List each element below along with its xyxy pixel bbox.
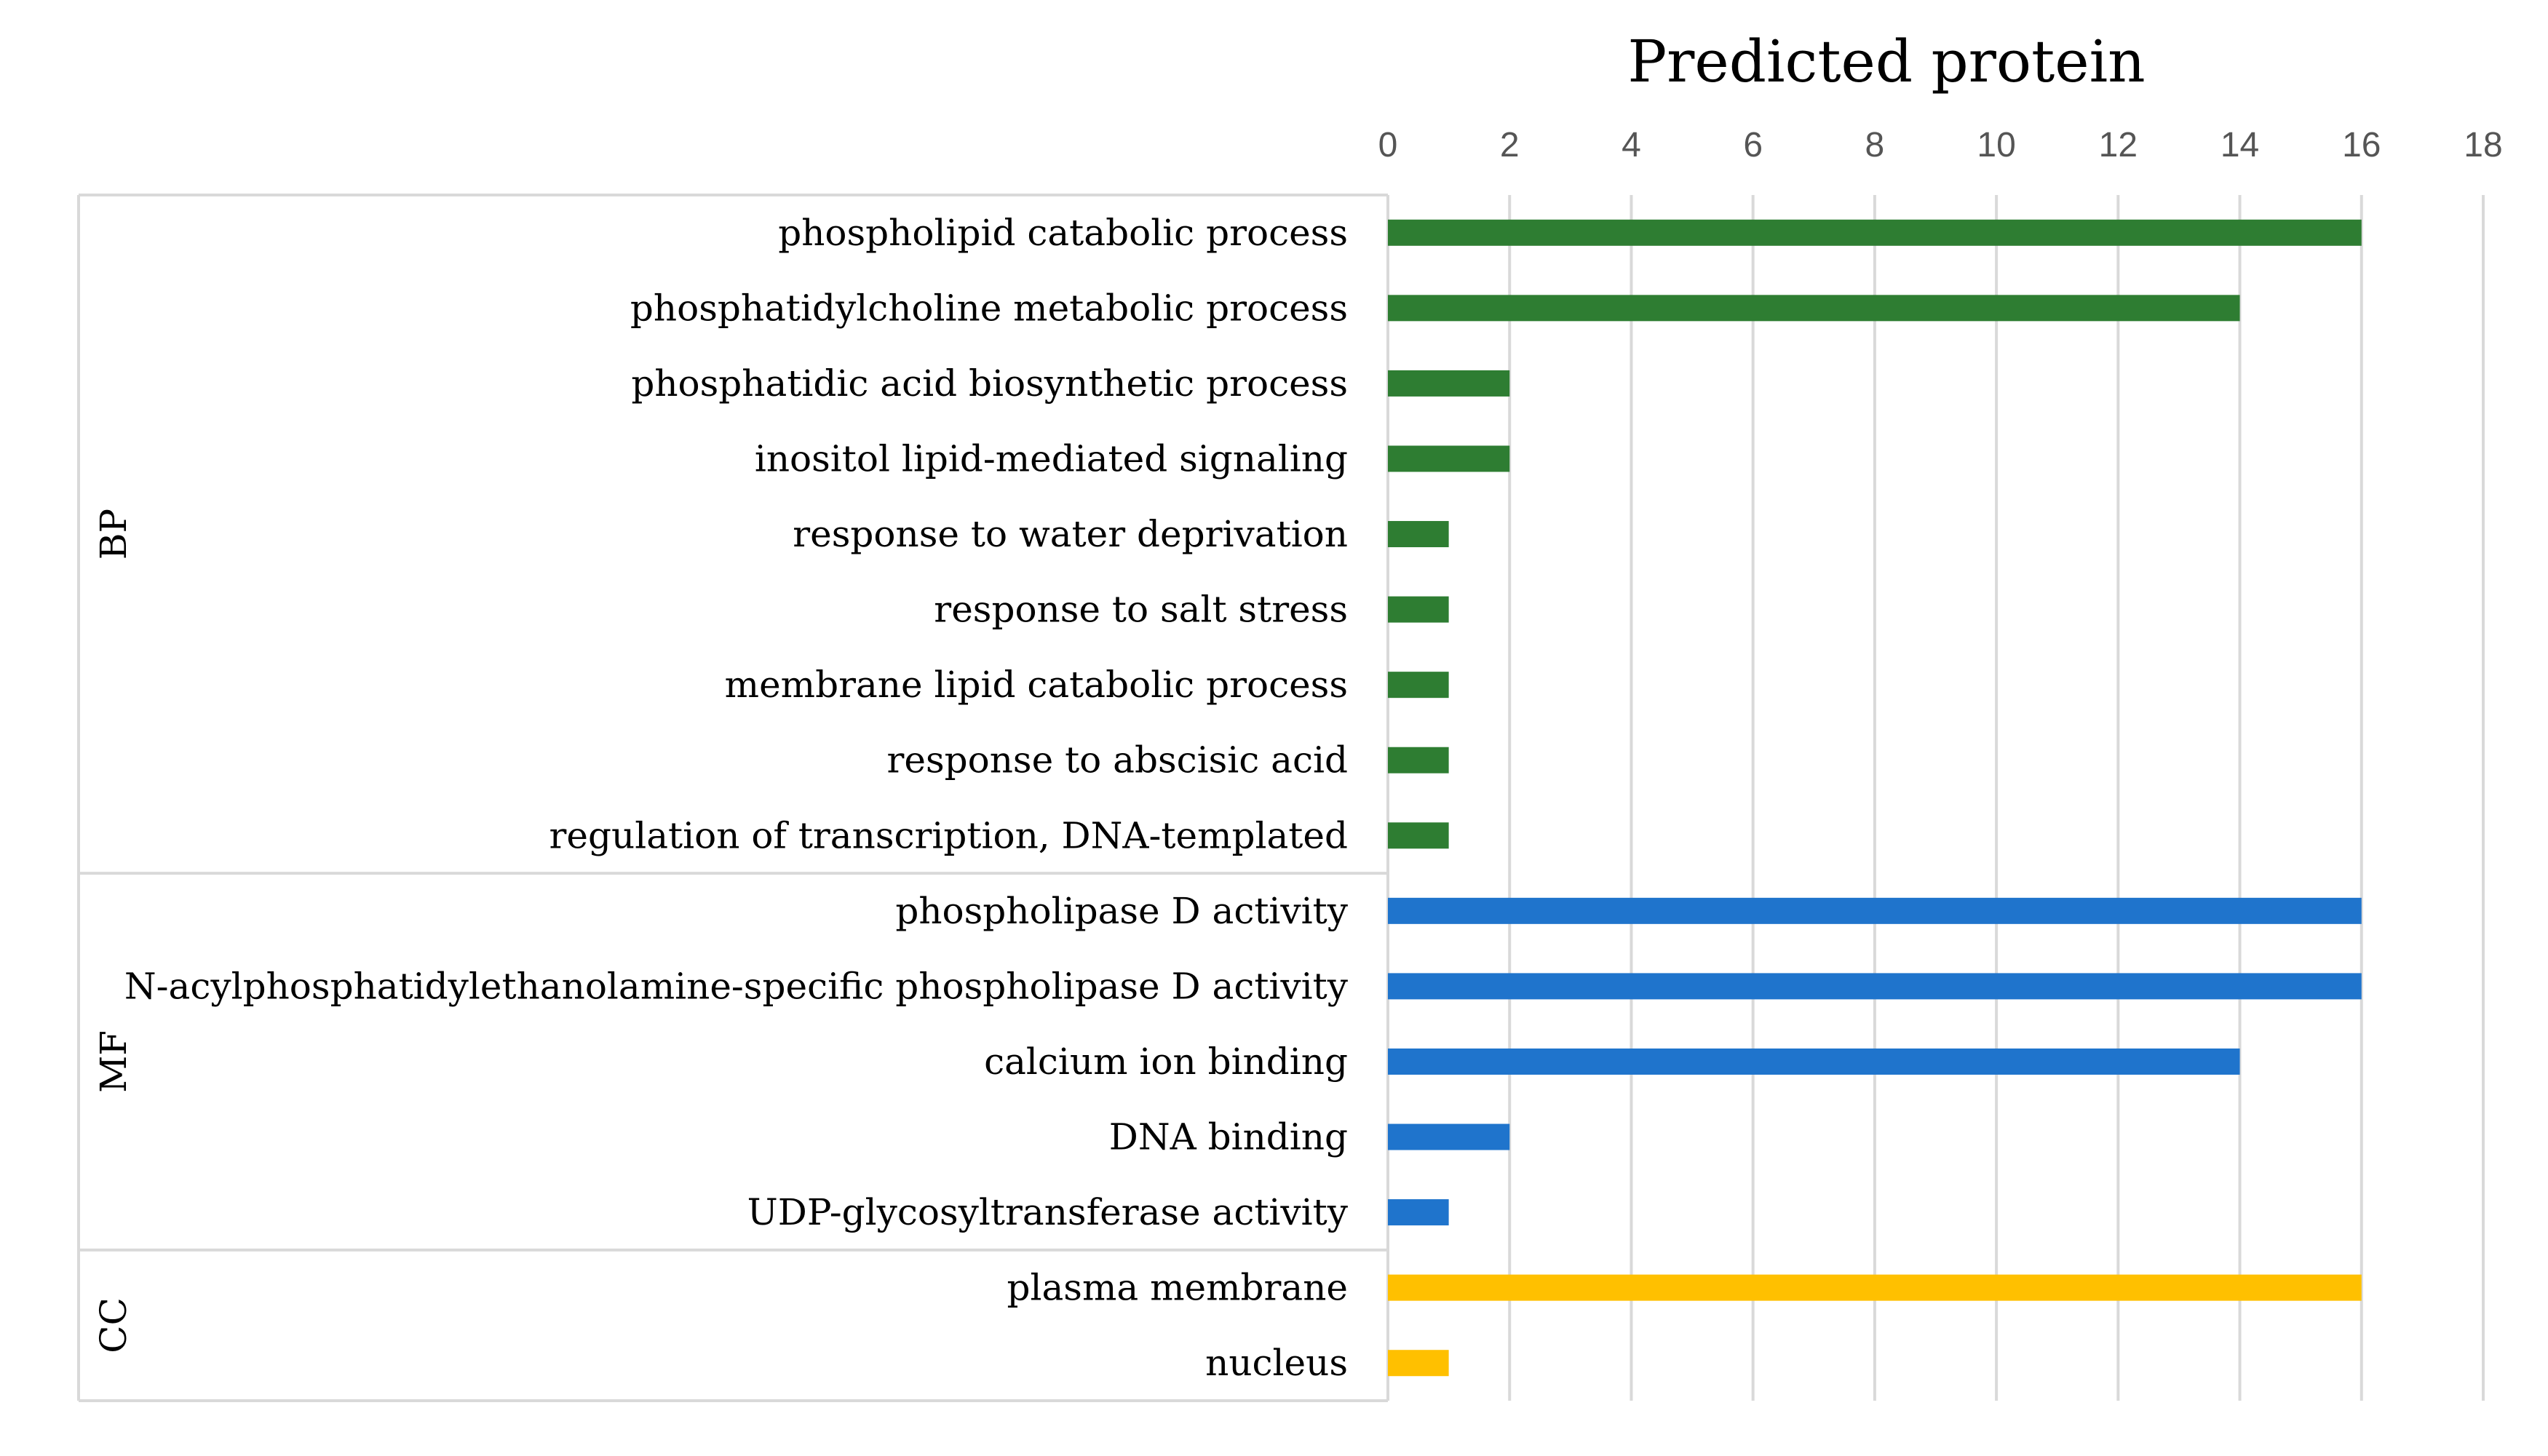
- category-label: phospholipid catabolic process: [778, 212, 1348, 254]
- chart-title: Predicted protein: [1627, 28, 2145, 95]
- bar-bp: [1388, 370, 1510, 397]
- x-tick-label: 2: [1500, 126, 1520, 164]
- group-label-bp: BP: [92, 509, 135, 560]
- category-label: calcium ion binding: [984, 1041, 1348, 1083]
- bar-bp: [1388, 596, 1449, 623]
- category-label: membrane lipid catabolic process: [725, 664, 1348, 706]
- x-tick-label: 12: [2099, 126, 2138, 164]
- category-label: inositol lipid-mediated signaling: [755, 437, 1348, 480]
- x-tick-label: 10: [1977, 126, 2015, 164]
- bars-layer: [1388, 219, 2362, 1377]
- category-label: N-acylphosphatidylethanolamine-specific …: [124, 965, 1349, 1007]
- bar-mf: [1388, 1123, 1510, 1150]
- x-tick-label: 18: [2464, 126, 2502, 164]
- bar-cc: [1388, 1350, 1449, 1377]
- x-tick-label: 8: [1865, 126, 1885, 164]
- category-label: response to abscisic acid: [886, 739, 1348, 781]
- bar-bp: [1388, 521, 1449, 548]
- bar-mf: [1388, 973, 2362, 1000]
- category-label: UDP-glycosyltransferase activity: [747, 1191, 1349, 1233]
- x-tick-label: 0: [1378, 126, 1398, 164]
- x-tick-label: 16: [2342, 126, 2381, 164]
- bar-bp: [1388, 445, 1510, 472]
- category-label: phosphatidic acid biosynthetic process: [631, 362, 1348, 405]
- bar-cc: [1388, 1274, 2362, 1301]
- bar-bp: [1388, 747, 1449, 773]
- x-tick-label: 6: [1743, 126, 1763, 164]
- bar-bp: [1388, 672, 1449, 699]
- bar-bp: [1388, 295, 2240, 322]
- group-labels: BP MF CC: [92, 509, 135, 1353]
- category-label: plasma membrane: [1007, 1267, 1348, 1309]
- x-axis-ticks: 0 2 4 6 8 10 12 14 16 18: [1378, 126, 2503, 164]
- bar-mf: [1388, 897, 2362, 924]
- category-label: nucleus: [1205, 1342, 1348, 1384]
- category-label: regulation of transcription, DNA-templat…: [549, 814, 1348, 856]
- bar-mf: [1388, 1048, 2240, 1075]
- grid-layer: [1508, 195, 2485, 1401]
- category-labels: phospholipid catabolic process phosphatid…: [124, 212, 1349, 1384]
- x-tick-label: 14: [2220, 126, 2259, 164]
- bar-bp: [1388, 822, 1449, 849]
- category-label: response to water deprivation: [793, 513, 1348, 555]
- group-label-mf: MF: [92, 1030, 135, 1093]
- category-label: phospholipase D activity: [895, 890, 1348, 932]
- bar-bp: [1388, 219, 2362, 246]
- bar-mf: [1388, 1199, 1449, 1226]
- category-label: phosphatidylcholine metabolic process: [630, 287, 1348, 329]
- category-label: response to salt stress: [934, 589, 1348, 631]
- group-label-cc: CC: [92, 1297, 135, 1353]
- x-tick-label: 4: [1622, 126, 1641, 164]
- category-label: DNA binding: [1109, 1116, 1348, 1158]
